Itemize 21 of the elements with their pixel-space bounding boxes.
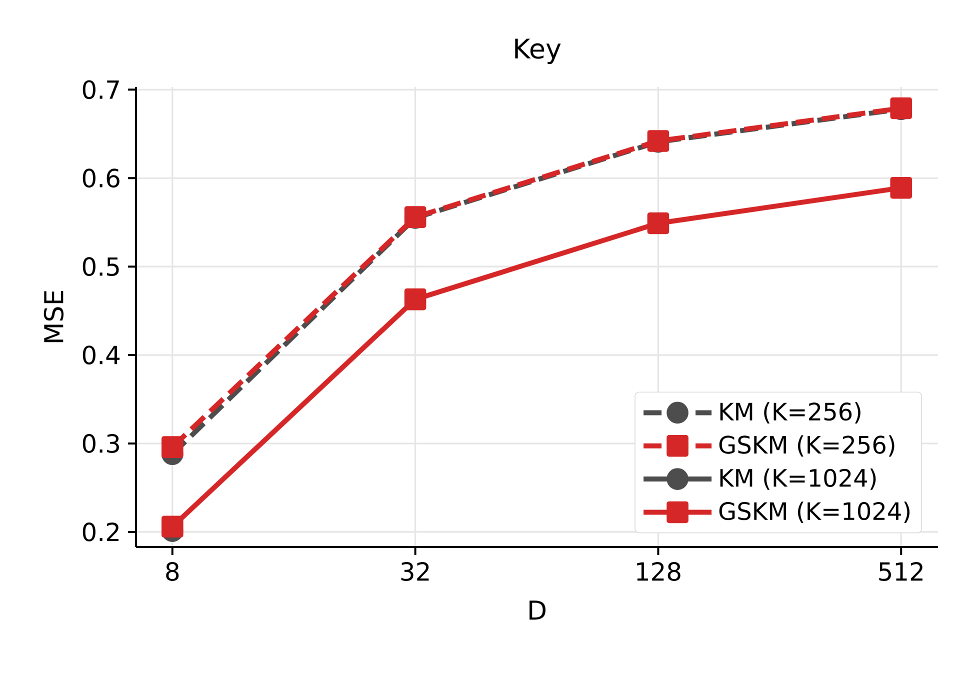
y-tick-label: 0.7 [82,80,119,100]
legend-label: GSKM (K=256) [719,435,894,457]
y-axis-title: MSE [44,290,64,342]
y-tick-label: 0.4 [82,346,120,364]
y-tick-label: 0.6 [82,168,120,188]
y-tick-label: 0.5 [82,257,119,276]
point [162,436,184,458]
y-tick-label: 0.3 [82,434,119,453]
x-tick-label: 128 [637,562,680,581]
point [647,212,670,234]
y-tick-label: 0.2 [82,522,118,542]
legend-label: GSKM (K=1024) [719,502,910,523]
legend-label: KM (K=256) [720,402,860,424]
x-tick-label: 8 [166,562,179,581]
x-axis-title: D [530,600,546,620]
legend-label: KM (K=1024) [720,468,876,490]
x-tick-label: 512 [879,562,922,581]
chart-title: Key [515,38,561,64]
x-tick-label: 32 [401,562,429,581]
point [404,288,426,310]
point [890,176,912,199]
